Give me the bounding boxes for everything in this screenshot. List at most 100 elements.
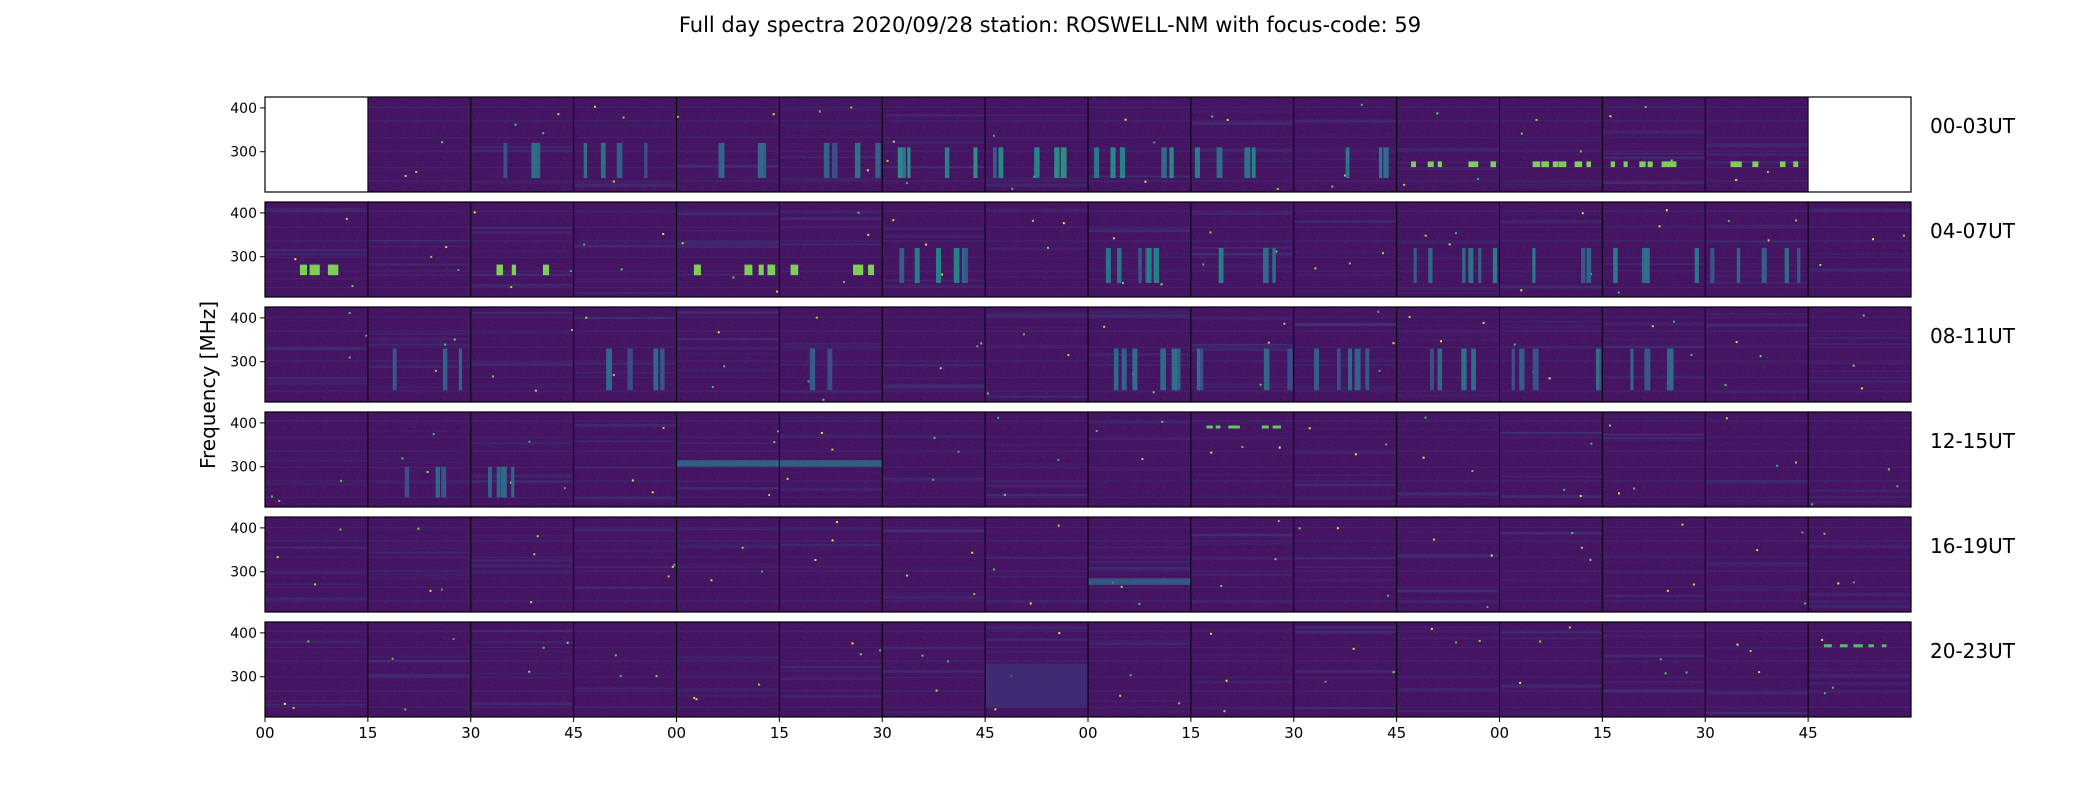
panel-noise [470,202,574,297]
panel-streak [1808,601,1911,604]
panel-streak [1808,253,1911,255]
panel-streak [367,674,471,676]
panel-streak [1088,535,1191,537]
panel-noise [1499,622,1603,717]
panel-streak [1499,436,1603,439]
panel-streak [882,566,986,570]
line-mark [1233,425,1240,429]
line-mark [1574,161,1583,168]
panel-streak [470,641,574,644]
panel-noise [265,307,368,402]
spectrum-panel [1808,97,1911,192]
panel-noise [1808,517,1911,612]
panel-speck [510,286,513,289]
spectrum-panel [779,517,883,612]
panel-noise [470,97,574,192]
panel-streak [573,371,677,374]
panel-streak [1705,361,1809,365]
burst-mark [1060,147,1067,179]
spectra-row: 300 400 12-15UT [230,411,2016,508]
panel-streak [265,378,368,382]
panel-streak [265,438,368,440]
panel-streak [1396,178,1500,181]
panel-streak [882,256,986,258]
spectrum-panel [1808,517,1911,612]
burst-mark [442,348,448,391]
panel-speck [1378,369,1381,372]
panel-streak [882,114,986,117]
panel-speck [976,345,979,348]
panel-streak [470,250,574,253]
panel-speck [710,579,713,582]
panel-speck [1801,531,1804,534]
spectrum-panel [882,517,986,612]
burst-mark [1105,247,1111,284]
spectrum-panel [779,202,883,297]
panel-streak [676,544,780,546]
line-mark [1411,161,1416,168]
spectrum-panel [367,97,471,192]
burst-mark [1244,147,1251,179]
panel-streak [985,599,1088,603]
spectrum-panel [573,412,677,507]
panel-streak [779,391,883,393]
panel-speck [583,243,586,246]
panel-noise [265,412,368,507]
burst-mark [496,466,501,498]
spectra-row: 300 400 00-03UT [230,96,2016,193]
panel-streak [470,182,574,184]
panel-noise [265,517,368,612]
spectrum-panel [470,412,574,507]
panel-streak [882,596,986,599]
panel-speck [283,702,286,705]
panel-speck [528,670,531,673]
panel-speck [1448,243,1451,246]
panel-speck [1749,650,1752,653]
panel-streak [985,183,1088,187]
panel-streak [779,669,883,672]
burst-mark [1511,348,1515,391]
panel-streak [1190,600,1294,603]
x-tick-label: 45 [1387,724,1406,742]
panel-streak [1190,473,1294,476]
panel-speck [401,457,404,460]
panel-streak [1602,433,1706,436]
panel-streak [1602,156,1706,159]
burst-mark [907,147,911,179]
panel-speck [1392,671,1395,674]
burst-mark [1054,147,1060,179]
panel-speck [1278,446,1281,449]
panel-streak [470,558,574,561]
panel-speck [348,312,351,315]
panel-speck [857,211,860,214]
panel-speck [1424,234,1427,237]
panel-streak [1705,145,1809,148]
panel-streak [265,703,368,706]
panel-speck [741,546,744,549]
burst-mark [1644,247,1650,284]
panel-streak [1602,271,1706,273]
panel-streak [265,456,368,460]
panel-noise [779,622,883,717]
panel-noise [779,412,883,507]
panel-streak [985,462,1088,466]
band-mark [1088,578,1191,585]
panel-speck [510,481,513,484]
panel-speck [673,563,676,566]
panel-streak [367,386,471,389]
band-mark [676,460,780,467]
burst-mark [1153,247,1160,284]
line-mark [1468,161,1473,168]
panel-streak [573,316,677,320]
panel-streak [1499,559,1603,562]
panel-streak [1705,589,1809,591]
panel-speck [1314,267,1317,270]
x-tick-label: 30 [873,724,892,742]
panel-streak [470,331,574,334]
panel-speck [711,386,714,389]
burst-mark [441,466,447,498]
burst-mark [1468,247,1474,284]
panel-speck [973,593,976,596]
panel-streak [1705,586,1809,589]
panel-streak [470,672,574,674]
